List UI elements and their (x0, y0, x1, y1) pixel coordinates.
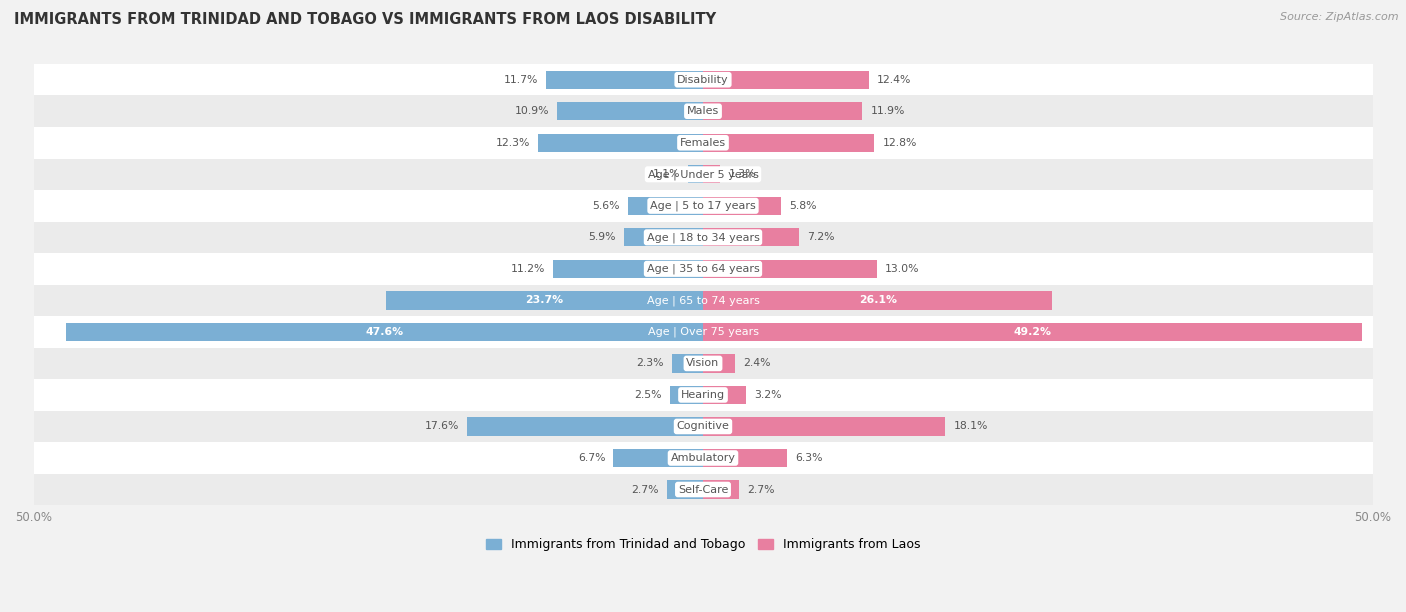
Bar (34, 159, 1372, 190)
Text: Vision: Vision (686, 359, 720, 368)
Bar (34, 474, 1372, 506)
Text: 17.6%: 17.6% (425, 422, 460, 431)
Bar (557, 102, 703, 121)
Text: Age | 65 to 74 years: Age | 65 to 74 years (647, 295, 759, 305)
Text: 11.9%: 11.9% (870, 106, 904, 116)
Legend: Immigrants from Trinidad and Tobago, Immigrants from Laos: Immigrants from Trinidad and Tobago, Imm… (481, 534, 925, 556)
Text: 6.3%: 6.3% (796, 453, 823, 463)
Text: 11.7%: 11.7% (503, 75, 538, 84)
Bar (467, 417, 703, 436)
Bar (538, 133, 703, 152)
Text: 5.6%: 5.6% (592, 201, 620, 211)
Bar (34, 316, 1372, 348)
Bar (34, 411, 1372, 442)
Bar (703, 259, 877, 278)
Bar (66, 323, 703, 341)
Text: 2.5%: 2.5% (634, 390, 661, 400)
Bar (666, 480, 703, 499)
Text: 5.8%: 5.8% (789, 201, 817, 211)
Bar (34, 127, 1372, 159)
Bar (34, 442, 1372, 474)
Text: 6.7%: 6.7% (578, 453, 605, 463)
Text: 2.7%: 2.7% (747, 485, 775, 494)
Text: IMMIGRANTS FROM TRINIDAD AND TOBAGO VS IMMIGRANTS FROM LAOS DISABILITY: IMMIGRANTS FROM TRINIDAD AND TOBAGO VS I… (14, 12, 716, 28)
Bar (703, 354, 735, 373)
Text: 49.2%: 49.2% (1014, 327, 1052, 337)
Text: 47.6%: 47.6% (366, 327, 404, 337)
Bar (613, 449, 703, 467)
Bar (703, 417, 945, 436)
Text: 23.7%: 23.7% (526, 296, 564, 305)
Bar (34, 285, 1372, 316)
Bar (34, 95, 1372, 127)
Bar (703, 133, 875, 152)
Text: Cognitive: Cognitive (676, 422, 730, 431)
Text: 1.1%: 1.1% (652, 170, 681, 179)
Text: 7.2%: 7.2% (807, 233, 835, 242)
Text: 11.2%: 11.2% (510, 264, 546, 274)
Bar (689, 165, 703, 184)
Text: Age | Under 5 years: Age | Under 5 years (648, 169, 758, 179)
Bar (703, 323, 1362, 341)
Bar (34, 222, 1372, 253)
Bar (703, 70, 869, 89)
Bar (385, 291, 703, 310)
Text: 1.3%: 1.3% (728, 170, 756, 179)
Text: 13.0%: 13.0% (886, 264, 920, 274)
Text: Disability: Disability (678, 75, 728, 84)
Text: 26.1%: 26.1% (859, 296, 897, 305)
Text: Age | 18 to 34 years: Age | 18 to 34 years (647, 232, 759, 242)
Text: 12.4%: 12.4% (877, 75, 911, 84)
Text: 2.4%: 2.4% (744, 359, 770, 368)
Text: Hearing: Hearing (681, 390, 725, 400)
Bar (703, 102, 862, 121)
Text: 18.1%: 18.1% (953, 422, 988, 431)
Text: 12.8%: 12.8% (883, 138, 917, 147)
Bar (672, 354, 703, 373)
Text: Age | Over 75 years: Age | Over 75 years (648, 327, 758, 337)
Bar (703, 196, 780, 215)
Text: 2.3%: 2.3% (637, 359, 664, 368)
Text: Age | 5 to 17 years: Age | 5 to 17 years (650, 201, 756, 211)
Bar (703, 480, 740, 499)
Bar (553, 259, 703, 278)
Bar (703, 165, 720, 184)
Text: 10.9%: 10.9% (515, 106, 548, 116)
Bar (703, 386, 745, 404)
Bar (669, 386, 703, 404)
Text: 2.7%: 2.7% (631, 485, 659, 494)
Bar (547, 70, 703, 89)
Text: 5.9%: 5.9% (589, 233, 616, 242)
Bar (34, 64, 1372, 95)
Bar (703, 291, 1053, 310)
Text: Source: ZipAtlas.com: Source: ZipAtlas.com (1281, 12, 1399, 22)
Bar (34, 379, 1372, 411)
Bar (703, 449, 787, 467)
Text: Age | 35 to 64 years: Age | 35 to 64 years (647, 264, 759, 274)
Bar (34, 348, 1372, 379)
Bar (34, 253, 1372, 285)
Text: Males: Males (688, 106, 718, 116)
Bar (703, 228, 800, 247)
Text: 3.2%: 3.2% (754, 390, 782, 400)
Text: Self-Care: Self-Care (678, 485, 728, 494)
Bar (624, 228, 703, 247)
Bar (34, 190, 1372, 222)
Text: Females: Females (681, 138, 725, 147)
Bar (628, 196, 703, 215)
Text: Ambulatory: Ambulatory (671, 453, 735, 463)
Text: 12.3%: 12.3% (496, 138, 530, 147)
